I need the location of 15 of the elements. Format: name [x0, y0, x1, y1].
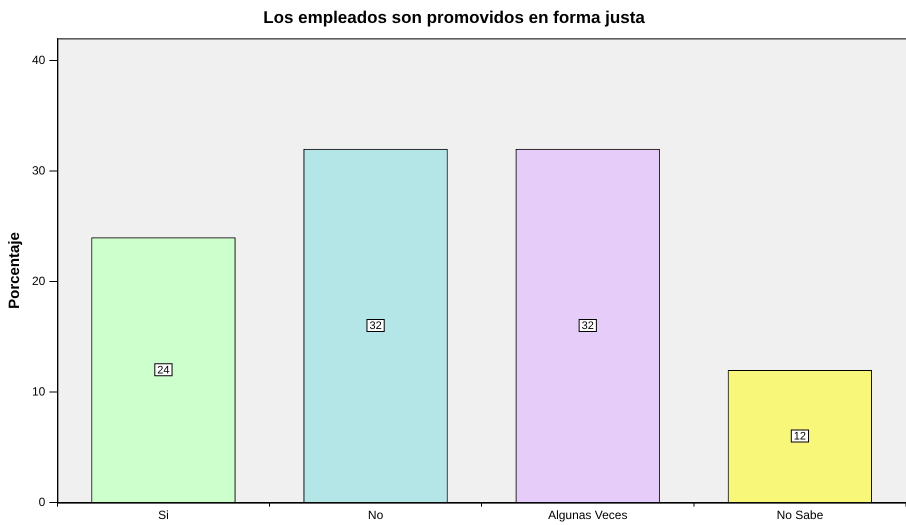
x-tick-label: Algunas Veces	[548, 508, 628, 522]
data-label: 32	[369, 320, 382, 332]
chart-title: Los empleados son promovidos en forma justa	[263, 8, 646, 27]
y-tick-label: 0	[38, 494, 46, 509]
data-label: 24	[157, 364, 170, 376]
y-tick-label: 40	[32, 52, 46, 67]
y-axis-title: Porcentaje	[6, 232, 24, 309]
data-label: 32	[582, 320, 594, 332]
x-tick-label: Si	[158, 508, 169, 522]
y-tick-label: 10	[32, 384, 46, 398]
x-tick-label: No	[368, 508, 384, 522]
y-tick-label: 20	[32, 274, 46, 288]
x-tick-label: No Sabe	[776, 508, 824, 522]
y-tick-label: 30	[32, 163, 46, 178]
data-label: 12	[794, 430, 806, 443]
